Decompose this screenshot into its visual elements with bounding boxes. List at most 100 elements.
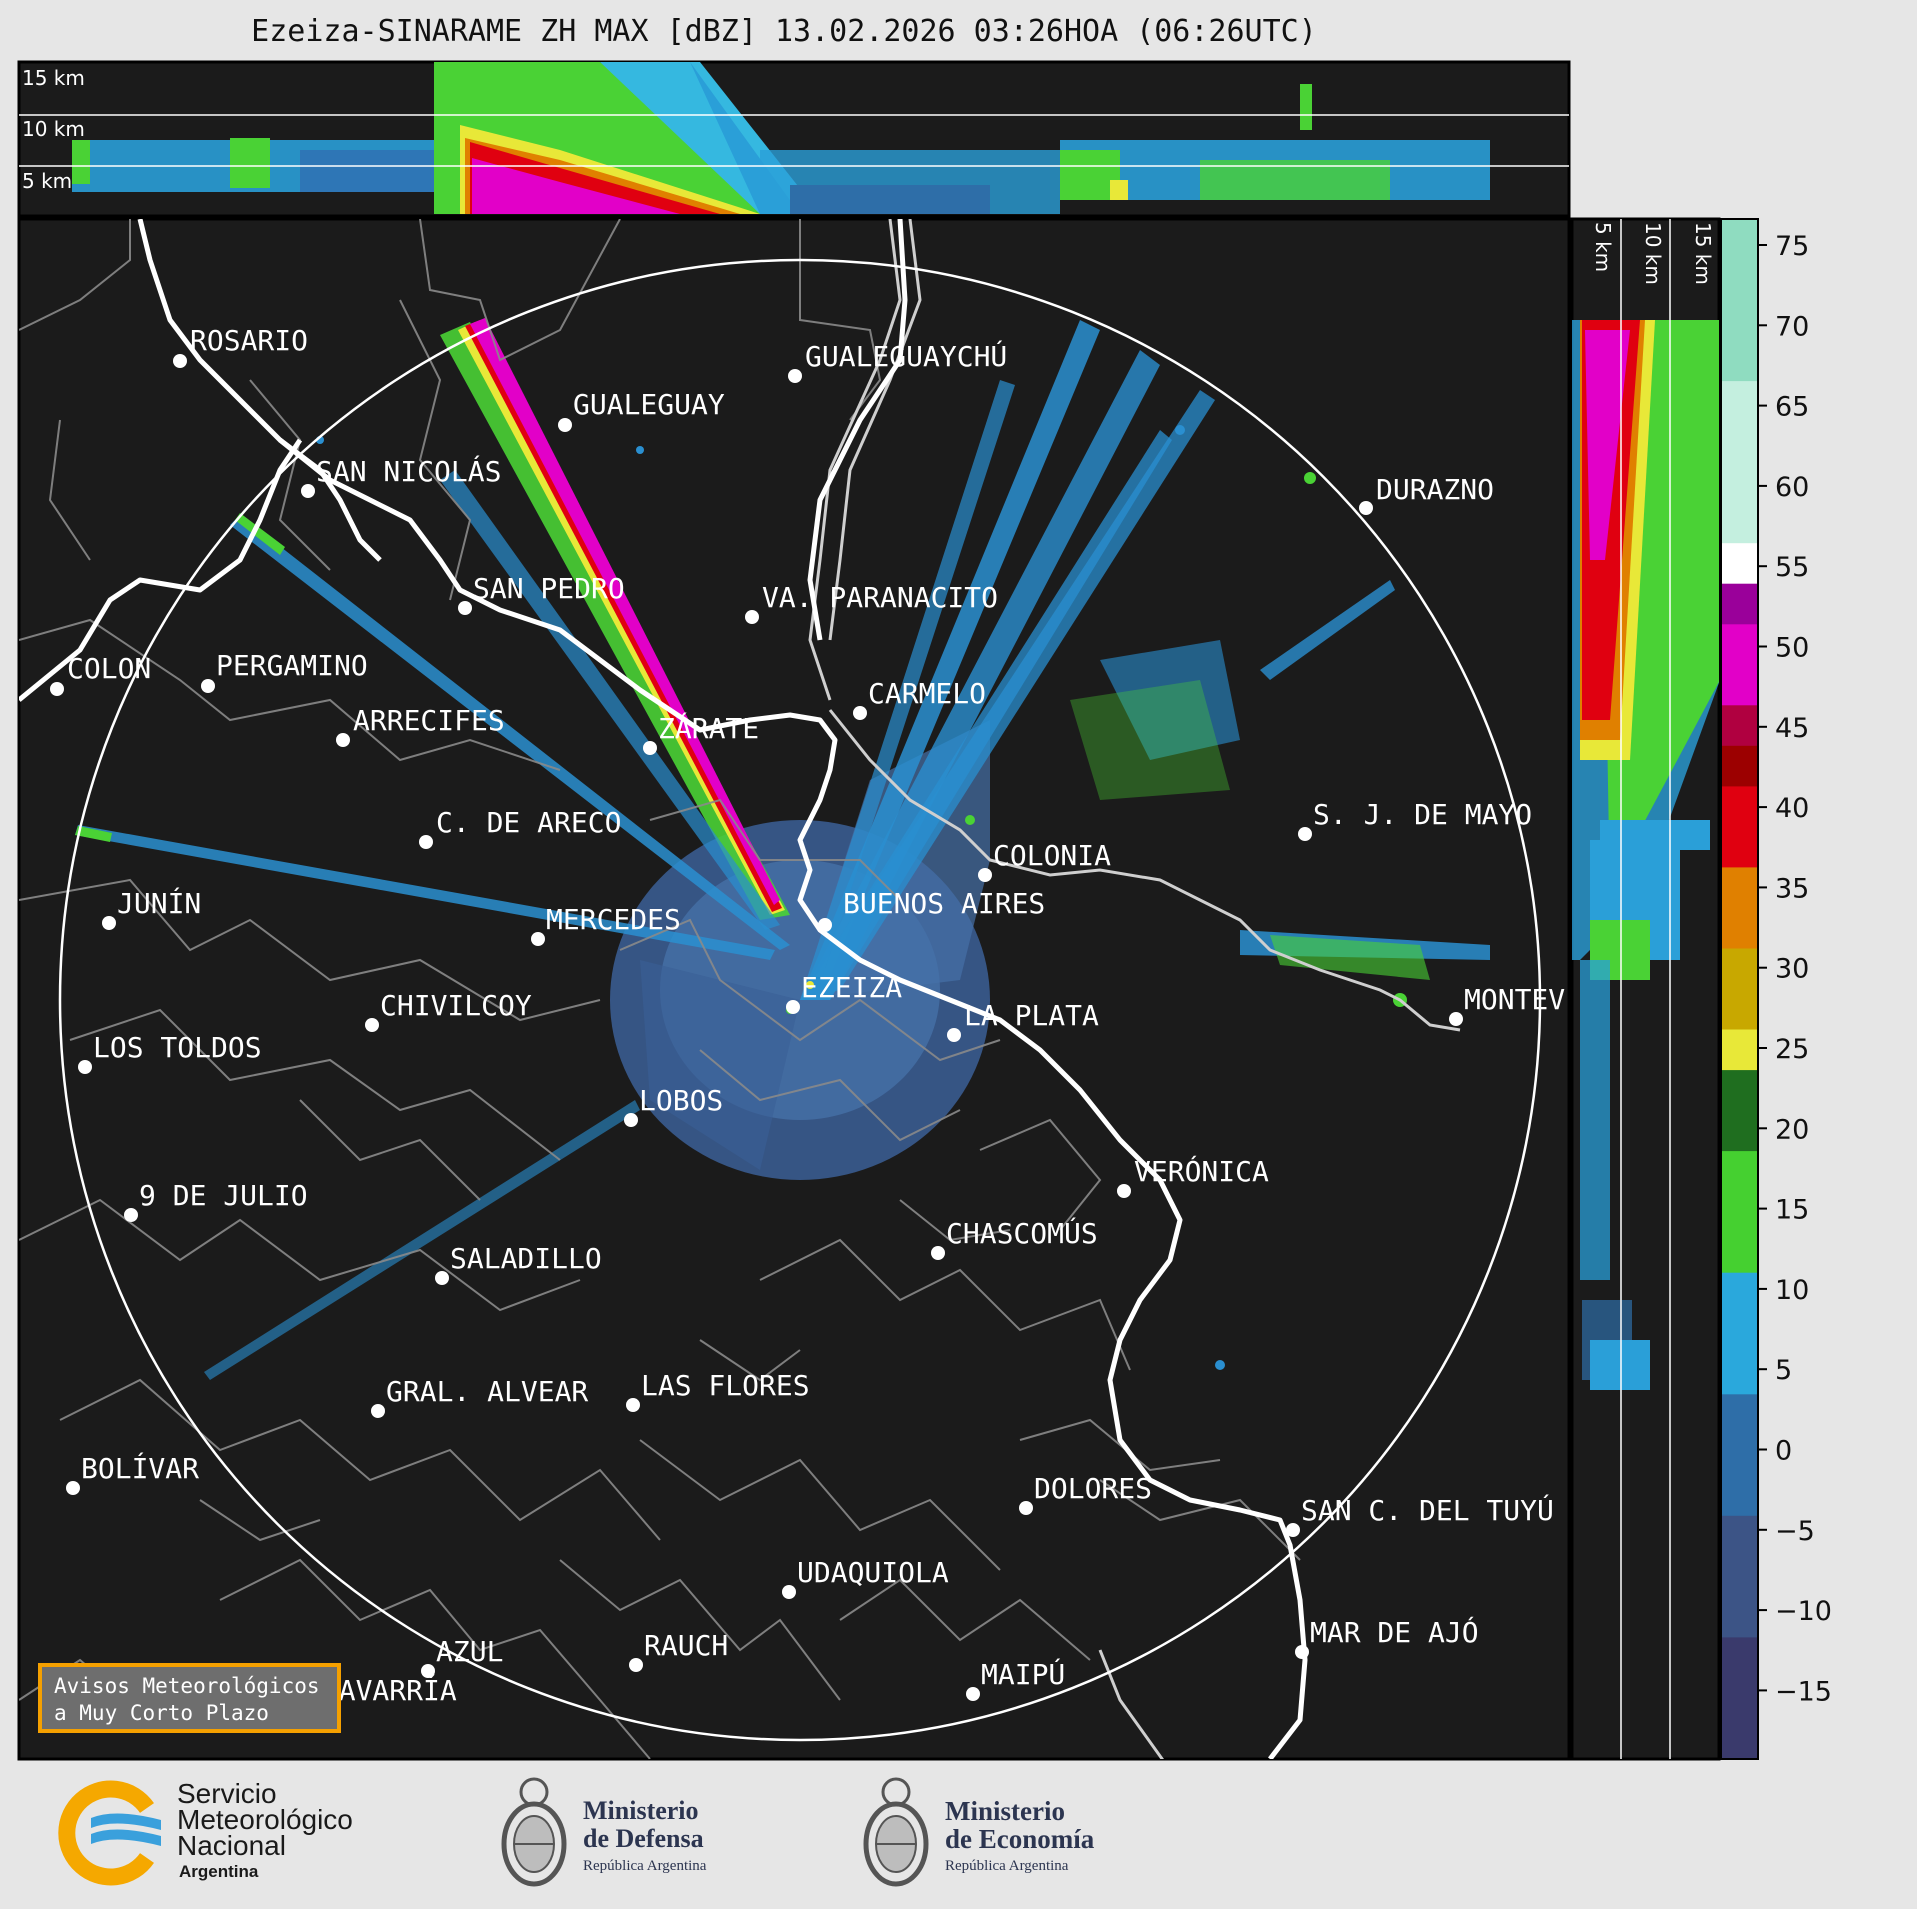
city-label-s-j-de-mayo: S. J. DE MAYO — [1313, 798, 1532, 831]
city-label-san-c-del-tuyu: SAN C. DEL TUYÚ — [1301, 1493, 1554, 1527]
city-label-buenos-aires: BUENOS AIRES — [843, 887, 1045, 920]
smn-emblem-icon — [58, 1780, 161, 1886]
city-label-va-paranacito: VA. PARANACITO — [762, 581, 998, 614]
colorbar-tick-label: 5 — [1775, 1355, 1792, 1386]
city-marker-san-c-del-tuyu — [1286, 1523, 1300, 1537]
city-label-los-toldos: LOS TOLDOS — [93, 1031, 262, 1064]
city-marker-chascomus — [931, 1246, 945, 1260]
city-label-la-plata: LA PLATA — [964, 999, 1099, 1032]
colorbar-band-magenta — [1721, 624, 1758, 706]
colorbar-tick-label: 30 — [1775, 954, 1809, 985]
city-label-durazno: DURAZNO — [1376, 473, 1494, 506]
colorbar-tick-label: 45 — [1775, 713, 1809, 744]
city-label-las-flores: LAS FLORES — [641, 1369, 810, 1402]
city-marker-buenos-aires — [818, 918, 832, 932]
city-marker-rauch — [629, 1658, 643, 1672]
side-profile-echoes — [1572, 320, 1719, 1390]
colorbar-band-purple — [1721, 583, 1758, 625]
smn-line4: Argentina — [179, 1862, 259, 1881]
top-height-label-5: 5 km — [22, 169, 72, 193]
side-height-label-10: 10 km — [1641, 222, 1665, 285]
city-label-c-de-areco: C. DE ARECO — [436, 806, 621, 839]
city-marker-9-de-julio — [124, 1208, 138, 1222]
city-marker-azul — [421, 1664, 435, 1678]
colorbar-band-navy — [1721, 1637, 1758, 1760]
colorbar-band-orange — [1721, 867, 1758, 950]
city-label-gualeguay: GUALEGUAY — [573, 388, 725, 421]
city-marker-rosario — [173, 354, 187, 368]
colorbar-band-dark-red — [1721, 745, 1758, 787]
colorbar-band-light-mint — [1721, 381, 1758, 544]
city-marker-durazno — [1359, 501, 1373, 515]
side-height-profile-panel: 5 km 10 km 15 km — [1570, 217, 1721, 1761]
city-marker-saladillo — [435, 1271, 449, 1285]
economia-line2: de Economía — [945, 1824, 1095, 1854]
top-height-label-10: 10 km — [22, 117, 85, 141]
smn-line1: Servicio — [177, 1778, 277, 1809]
city-marker-montev — [1449, 1012, 1463, 1026]
coat-of-arms-icon — [863, 1777, 929, 1887]
colorbar-band-gold — [1721, 948, 1758, 1031]
city-label-azul: AZUL — [436, 1635, 503, 1668]
colorbar-band-yellow — [1721, 1029, 1758, 1071]
colorbar-tick-label: 70 — [1775, 311, 1809, 342]
radar-range-ring — [58, 258, 1542, 1742]
city-marker-junin — [102, 916, 116, 930]
colorbar-band-white — [1721, 543, 1758, 585]
defensa-line2: de Defensa — [583, 1824, 704, 1853]
colorbar-band-mint — [1721, 219, 1758, 382]
city-label-udaquiola: UDAQUIOLA — [797, 1556, 949, 1589]
city-label-maipu: MAIPÚ — [981, 1657, 1065, 1691]
city-label-mercedes: MERCEDES — [546, 903, 681, 936]
colorbar-band-slate — [1721, 1515, 1758, 1638]
city-label-colon: COLON — [67, 652, 151, 685]
colorbar-band-steel-blue — [1721, 1394, 1758, 1517]
city-marker-chivilcoy — [365, 1018, 379, 1032]
city-label-9-de-julio: 9 DE JULIO — [139, 1179, 308, 1212]
city-label-lobos: LOBOS — [639, 1084, 723, 1117]
city-marker-pergamino — [201, 679, 215, 693]
city-label-chivilcoy: CHIVILCOY — [380, 989, 532, 1022]
rivers-and-coast — [808, 219, 1461, 1759]
city-marker-veronica — [1117, 1184, 1131, 1198]
administrative-boundaries — [19, 219, 1301, 1759]
colorbar-tick-label: −15 — [1775, 1676, 1832, 1707]
city-label-chascomus: CHASCOMÚS — [946, 1216, 1098, 1250]
colorbar-band-green — [1721, 1151, 1758, 1274]
colorbar-tick-label: 55 — [1775, 552, 1809, 583]
city-marker-colonia — [978, 868, 992, 882]
smn-logo: Servicio Meteorológico Nacional Argentin… — [55, 1778, 395, 1888]
defensa-line1: Ministerio — [583, 1796, 699, 1825]
city-label-bolivar: BOLÍVAR — [81, 1451, 199, 1485]
avisos-button[interactable]: Avisos Meteorológicos a Muy Corto Plazo — [38, 1663, 341, 1733]
city-marker-colon — [50, 682, 64, 696]
side-height-label-15: 15 km — [1691, 222, 1715, 285]
city-marker-san-nicolas — [301, 484, 315, 498]
smn-line2: Meteorológico — [177, 1804, 353, 1835]
colorbar-tick-label: 10 — [1775, 1275, 1809, 1306]
city-label-saladillo: SALADILLO — [450, 1242, 602, 1275]
smn-line3: Nacional — [177, 1830, 286, 1861]
city-markers: ROSARIO GUALEGUAYCHÚ GUALEGUAY SAN NICOLÁS D… — [50, 324, 1565, 1717]
city-label-pergamino: PERGAMINO — [216, 649, 368, 682]
defensa-logo: Ministerio de Defensa República Argentin… — [493, 1772, 753, 1898]
colorbar-tick-label: 15 — [1775, 1195, 1809, 1226]
chart-title: Ezeiza-SINARAME ZH MAX [dBZ] 13.02.2026 … — [251, 14, 1317, 49]
city-marker-los-toldos — [78, 1060, 92, 1074]
city-marker-la-plata — [947, 1028, 961, 1042]
city-label-carmelo: CARMELO — [868, 677, 986, 710]
city-marker-gualeguay — [558, 418, 572, 432]
city-label-gral-alvear: GRAL. ALVEAR — [386, 1375, 588, 1408]
colorbar-tick-label: 75 — [1775, 231, 1809, 262]
colorbar-tick-label: 25 — [1775, 1034, 1809, 1065]
city-label-ezeiza: EZEIZA — [801, 971, 902, 1004]
city-label-mar-de-ajo: MAR DE AJÓ — [1310, 1615, 1479, 1649]
city-marker-va-paranacito — [745, 610, 759, 624]
parana-and-rio-de-la-plata — [19, 219, 1308, 1759]
colorbar-tick-label: 65 — [1775, 392, 1809, 423]
city-marker-c-de-areco — [419, 835, 433, 849]
colorbar-band-red — [1721, 786, 1758, 869]
city-marker-arrecifes — [336, 733, 350, 747]
